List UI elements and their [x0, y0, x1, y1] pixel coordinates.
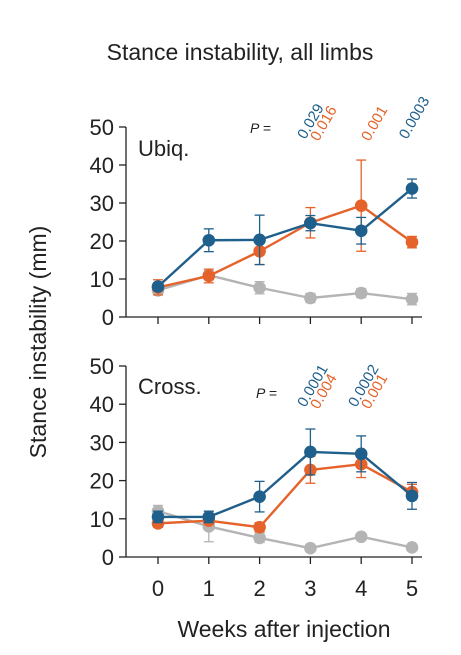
- data-point: [405, 182, 419, 195]
- data-point: [253, 520, 266, 534]
- series-0: [151, 268, 419, 306]
- x-tick-label: 2: [253, 576, 265, 601]
- data-point: [354, 199, 368, 212]
- series-2: [151, 178, 419, 293]
- y-tick-label: 50: [90, 115, 114, 140]
- series-2: [151, 428, 419, 524]
- y-tick-label: 40: [90, 392, 114, 417]
- y-tick-label: 20: [90, 229, 114, 254]
- y-tick-label: 0: [102, 545, 114, 570]
- data-point: [304, 541, 317, 555]
- series-1: [151, 159, 419, 296]
- data-point: [354, 286, 368, 300]
- data-point: [405, 541, 419, 554]
- panel-label: Ubiq.: [138, 136, 189, 161]
- y-tick-label: 30: [90, 191, 114, 216]
- series-line: [157, 462, 413, 529]
- p-prefix: P =: [256, 385, 277, 401]
- y-tick-label: 10: [90, 507, 114, 532]
- data-point: [405, 235, 419, 249]
- data-point: [304, 291, 317, 305]
- y-tick-label: 0: [102, 305, 114, 330]
- data-point: [151, 280, 165, 293]
- x-axis-label: Weeks after injection: [177, 616, 390, 642]
- data-point: [253, 233, 266, 247]
- y-tick-label: 20: [90, 469, 114, 494]
- data-point: [253, 490, 266, 503]
- y-tick-label: 40: [90, 153, 114, 178]
- data-point: [202, 233, 216, 247]
- p-prefix: P =: [250, 120, 271, 136]
- x-tick-label: 5: [406, 576, 418, 601]
- x-tick-label: 3: [304, 576, 316, 601]
- data-point: [202, 269, 216, 283]
- data-point: [202, 510, 216, 524]
- data-point: [405, 489, 419, 503]
- x-tick-label: 4: [355, 576, 367, 601]
- series-0: [151, 504, 419, 555]
- data-point: [253, 281, 266, 295]
- y-axis-label: Stance instability (mm): [25, 226, 51, 459]
- series-line: [157, 204, 413, 289]
- series-line: [157, 187, 413, 288]
- y-tick-label: 10: [90, 267, 114, 292]
- y-tick-label: 50: [90, 354, 114, 379]
- data-point: [151, 510, 165, 524]
- x-tick-label: 0: [152, 576, 164, 601]
- data-point: [304, 445, 317, 459]
- data-point: [354, 447, 368, 461]
- y-tick-label: 30: [90, 430, 114, 455]
- data-point: [354, 530, 368, 544]
- chart-title: Stance instability, all limbs: [107, 39, 374, 65]
- x-tick-labels: 0 1 2 3 4 5: [152, 576, 418, 601]
- data-point: [354, 224, 368, 238]
- data-point: [304, 216, 317, 230]
- p-value-blue: 0.0003: [396, 94, 434, 142]
- x-tick-label: 1: [203, 576, 215, 601]
- series-line: [157, 510, 413, 550]
- series-line: [158, 450, 413, 519]
- p-value-orange: 0.001: [358, 103, 391, 144]
- data-point: [405, 292, 419, 306]
- series-1: [151, 450, 419, 534]
- panel-label: Cross.: [138, 374, 202, 399]
- data-point: [253, 531, 266, 545]
